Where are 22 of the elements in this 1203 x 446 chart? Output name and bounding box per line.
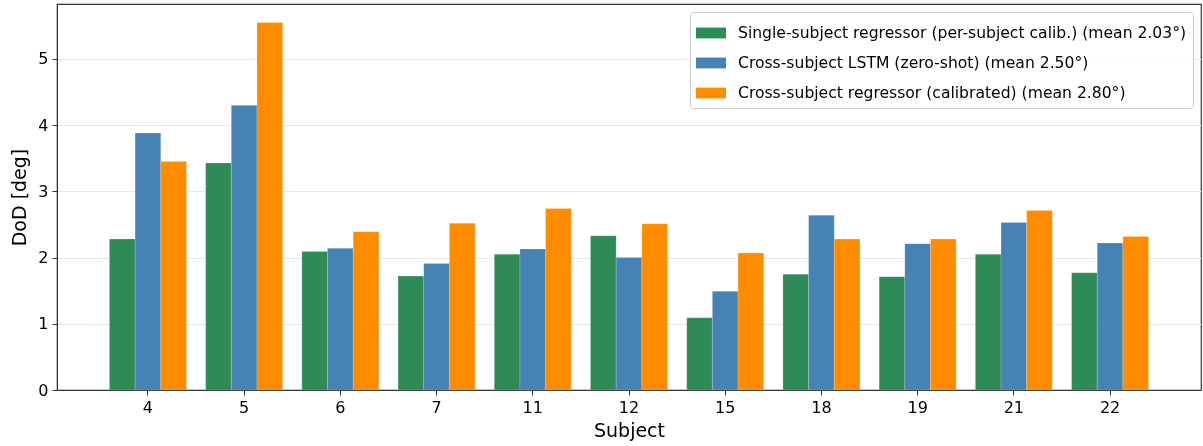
x-tick-label: 22 (1099, 397, 1121, 417)
x-axis-title: Subject (593, 418, 666, 441)
legend-label: Single-subject regressor (per-subject calib.) (mean 2.03°) (738, 24, 1187, 42)
x-tick-label: 7 (431, 397, 442, 417)
x-tick-label: 18 (811, 397, 832, 417)
y-tick-label: 2 (38, 248, 49, 268)
x-tick-label: 11 (522, 397, 543, 417)
legend-label: Cross-subject LSTM (zero-shot) (mean 2.50°) (738, 54, 1089, 72)
y-tick-label: 4 (38, 115, 49, 135)
x-tick-label: 12 (618, 397, 640, 417)
legend-label: Cross-subject regressor (calibrated) (mean 2.80°) (738, 84, 1126, 102)
x-tick-label: 15 (715, 397, 736, 417)
y-axis-title: DoD [deg] (8, 148, 31, 247)
x-tick-label: 5 (239, 397, 250, 417)
x-tick-label: 21 (1003, 397, 1025, 417)
x-tick-label: 4 (142, 397, 154, 417)
y-tick-label: 0 (38, 380, 49, 400)
y-tick-label: 3 (38, 181, 49, 201)
x-tick-label: 19 (907, 397, 928, 417)
x-tick-label: 6 (335, 397, 346, 417)
y-tick-label: 5 (38, 49, 49, 69)
y-tick-label: 1 (38, 314, 49, 334)
